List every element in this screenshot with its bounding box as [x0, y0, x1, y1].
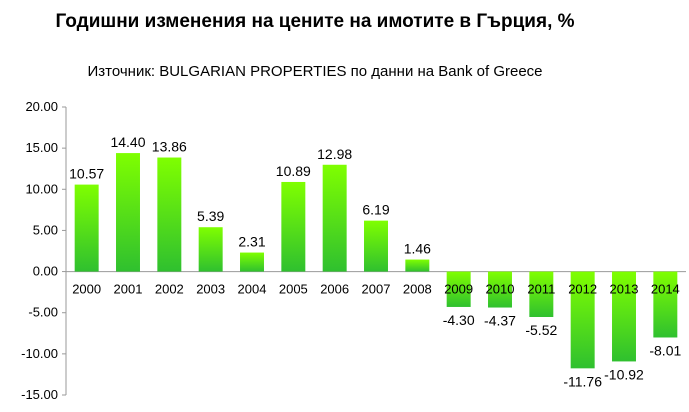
data-label: 10.89 [276, 163, 311, 179]
data-label: -10.92 [604, 366, 644, 382]
x-tick-label: 2003 [196, 282, 225, 297]
x-tick-label: 2012 [568, 282, 597, 297]
data-label: 1.46 [404, 241, 431, 257]
bar-2009 [446, 271, 471, 307]
data-label: -5.52 [525, 322, 557, 338]
data-label: 2.31 [238, 234, 265, 250]
bar-2007 [364, 220, 388, 272]
bar-2004 [240, 252, 264, 272]
x-tick-label: 2010 [486, 282, 515, 297]
chart-subtitle: Източник: BULGARIAN PROPERTIES по данни … [87, 63, 543, 80]
y-tick-label: -10.00 [21, 346, 58, 361]
bar-2012 [570, 271, 595, 369]
bar-2014 [653, 271, 678, 338]
data-label: 13.86 [152, 139, 187, 155]
bar-2001 [116, 153, 140, 272]
x-tick-label: 2006 [320, 282, 349, 297]
bar-2010 [488, 271, 512, 308]
x-tick-label: 2011 [527, 282, 555, 297]
x-tick-label: 2004 [238, 282, 267, 297]
bar-2005 [281, 181, 306, 272]
data-label: -4.30 [443, 312, 475, 328]
bar-2002 [157, 157, 182, 272]
bar-2003 [198, 227, 223, 272]
data-label: 10.57 [69, 166, 104, 182]
data-label: 5.39 [197, 208, 224, 224]
y-tick-label: 15.00 [25, 140, 58, 155]
y-tick-label: 10.00 [25, 181, 58, 196]
data-label: -11.76 [563, 373, 602, 389]
x-tick-label: 2009 [444, 282, 473, 297]
y-tick-label: -5.00 [28, 305, 58, 320]
y-tick-label: 20.00 [25, 99, 58, 114]
x-tick-label: 2000 [72, 282, 101, 297]
bar-2006 [322, 164, 347, 272]
data-label: -8.01 [649, 342, 681, 358]
bar-2011 [529, 271, 554, 317]
data-label: -4.37 [484, 313, 516, 329]
y-tick-label: 0.00 [33, 264, 58, 279]
x-tick-label: 2002 [155, 282, 184, 297]
x-tick-label: 2007 [362, 282, 391, 297]
x-tick-label: 2014 [651, 282, 680, 297]
x-tick-label: 2013 [610, 282, 639, 297]
chart-title: Годишни изменения на цените на имотите в… [55, 11, 575, 32]
bar-2013 [612, 271, 636, 362]
data-label: 12.98 [317, 146, 352, 162]
data-label: 14.40 [110, 134, 145, 150]
x-tick-label: 2005 [279, 282, 308, 297]
x-tick-label: 2001 [114, 282, 143, 297]
y-tick-label: 5.00 [33, 222, 58, 237]
data-label: 6.19 [362, 202, 389, 218]
bar-2000 [74, 184, 99, 272]
bar-2008 [405, 259, 430, 272]
x-tick-label: 2008 [403, 282, 432, 297]
y-tick-label: -15.00 [21, 387, 58, 402]
